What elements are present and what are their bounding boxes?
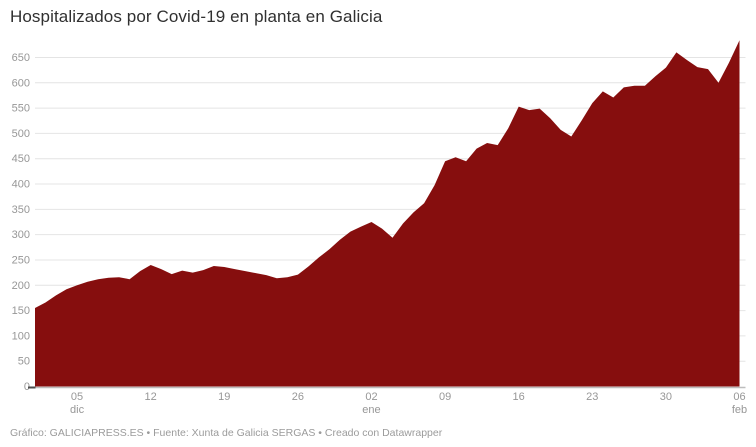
chart-footer-credit: Gráfico: GALICIAPRESS.ES • Fuente: Xunta… xyxy=(10,427,443,439)
y-tick-label-150: 150 xyxy=(12,305,30,317)
y-tick-label-650: 650 xyxy=(12,52,30,64)
x-month-label-ene: ene xyxy=(362,404,380,416)
x-tick-label-26: 26 xyxy=(292,391,304,403)
x-tick-label-06: 06 xyxy=(733,391,745,403)
y-tick-label-350: 350 xyxy=(12,204,30,216)
x-tick-label-09: 09 xyxy=(439,391,451,403)
x-tick-label-30: 30 xyxy=(660,391,672,403)
y-tick-label-550: 550 xyxy=(12,103,30,115)
x-month-label-feb: feb xyxy=(732,404,747,416)
y-tick-label-600: 600 xyxy=(12,77,30,89)
x-tick-label-02: 02 xyxy=(365,391,377,403)
x-tick-label-16: 16 xyxy=(513,391,525,403)
x-tick-label-23: 23 xyxy=(586,391,598,403)
y-tick-label-50: 50 xyxy=(18,356,30,368)
y-tick-label-300: 300 xyxy=(12,229,30,241)
x-tick-label-19: 19 xyxy=(218,391,230,403)
y-axis-labels: 0 50 100 150 200 250 300 350 400 450 500 550 600 650 xyxy=(12,52,30,393)
y-tick-label-100: 100 xyxy=(12,330,30,342)
y-tick-label-500: 500 xyxy=(12,128,30,140)
x-tick-label-12: 12 xyxy=(145,391,157,403)
x-month-label-dic: dic xyxy=(70,404,85,416)
y-tick-label-0: 0 xyxy=(24,381,30,393)
y-tick-label-450: 450 xyxy=(12,153,30,165)
y-tick-label-200: 200 xyxy=(12,280,30,292)
x-tick-label-05: 05 xyxy=(71,391,83,403)
area-series-hospitalizados[interactable] xyxy=(35,40,740,387)
chart-title: Hospitalizados por Covid-19 en planta en… xyxy=(10,7,383,26)
y-tick-label-400: 400 xyxy=(12,179,30,191)
y-tick-label-250: 250 xyxy=(12,254,30,266)
